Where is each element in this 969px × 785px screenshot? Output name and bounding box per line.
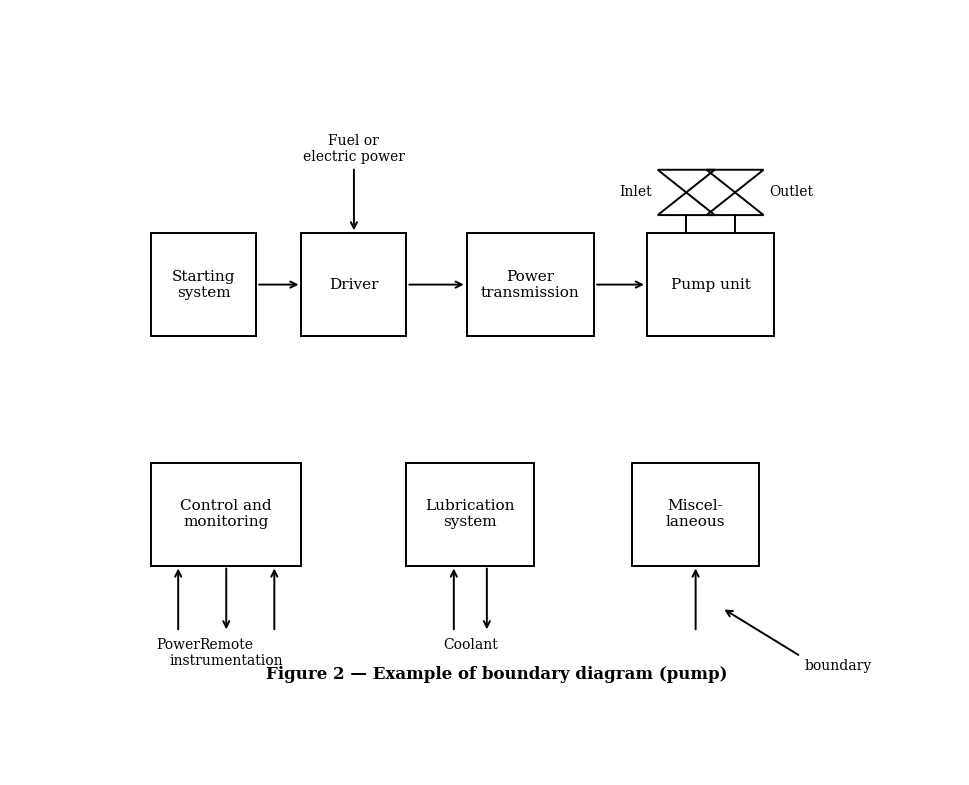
Text: Power
transmission: Power transmission	[481, 269, 579, 300]
Text: Starting
system: Starting system	[172, 269, 235, 300]
Text: Lubrication
system: Lubrication system	[425, 499, 516, 529]
Text: Figure 2 — Example of boundary diagram (pump): Figure 2 — Example of boundary diagram (…	[266, 666, 728, 683]
Bar	[151, 233, 256, 336]
Text: Miscel-
laneous: Miscel- laneous	[666, 499, 726, 529]
Bar	[407, 463, 534, 566]
Bar	[301, 233, 407, 336]
Text: Fuel or
electric power: Fuel or electric power	[303, 133, 405, 164]
Text: Outlet: Outlet	[769, 185, 814, 199]
Text: Remote
instrumentation: Remote instrumentation	[170, 638, 283, 668]
Text: Driver: Driver	[329, 278, 379, 291]
Bar	[647, 233, 774, 336]
Bar	[467, 233, 594, 336]
Text: Inlet: Inlet	[619, 185, 652, 199]
Text: Power: Power	[156, 638, 201, 652]
Text: Pump unit: Pump unit	[671, 278, 751, 291]
Bar	[632, 463, 760, 566]
Text: Coolant: Coolant	[443, 638, 498, 652]
Text: Control and
monitoring: Control and monitoring	[180, 499, 272, 529]
Text: boundary: boundary	[804, 659, 872, 674]
Bar	[151, 463, 301, 566]
